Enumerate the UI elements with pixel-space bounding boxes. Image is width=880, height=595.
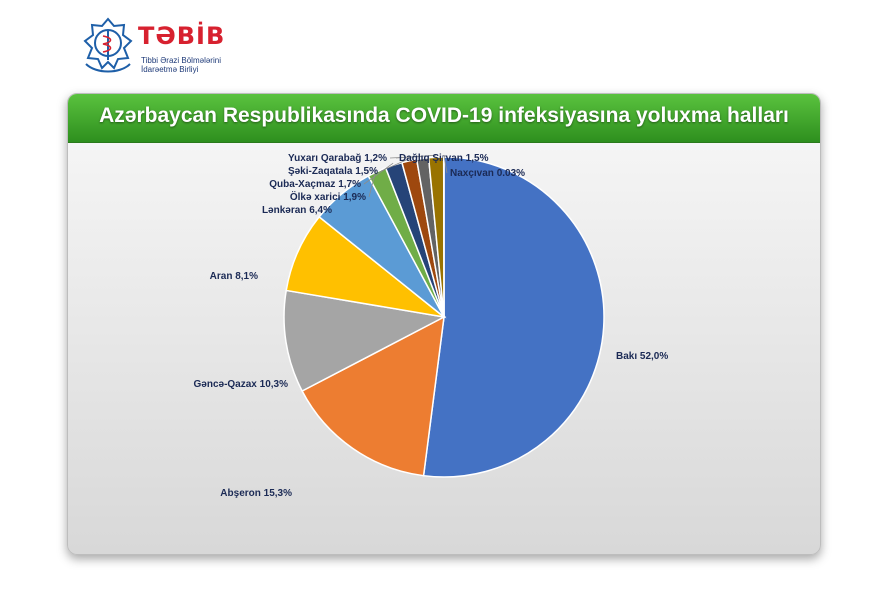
pie-slice-0: [422, 156, 605, 478]
chart-title: Azərbaycan Respublikasında COVID-19 infe…: [99, 104, 789, 127]
logo-wordmark: TƏBİB: [138, 22, 226, 50]
leader-line-7: [380, 158, 409, 172]
logo-subtitle-line2: İdarəetmə Birliyi: [141, 65, 199, 74]
leader-line-10: [443, 154, 448, 174]
slice-label-4: Lənkəran 6,4%: [262, 205, 332, 216]
slice-label-7: Şəki-Zaqatala 1,5%: [288, 166, 378, 177]
slice-label-5: Ölkə xarici 1,9%: [290, 190, 366, 203]
tebib-emblem-icon: [83, 17, 133, 73]
tebib-logo: TƏBİB Tibbi Ərazi Bölmələrini İdarəetmə …: [78, 14, 238, 84]
leader-line-6: [363, 162, 394, 185]
chart-header-bar: Azərbaycan Respublikasında COVID-19 infe…: [68, 94, 820, 143]
logo-subtitle-line1: Tibbi Ərazi Bölmələrini: [141, 56, 221, 65]
chart-card: Azərbaycan Respublikasında COVID-19 infe…: [67, 93, 821, 555]
slice-label-0: Bakı 52,0%: [616, 351, 668, 362]
slice-label-8: Yuxarı Qarabağ 1,2%: [288, 153, 387, 164]
slice-label-10: Naxçıvan 0.03%: [450, 168, 525, 179]
leader-line-9: [395, 154, 437, 159]
pie-chart: Bakı 52,0% Abşeron 15,3% Gəncə-Qazax 10,3%…: [194, 153, 669, 499]
slice-label-6: Quba-Xaçmaz 1,7%: [269, 179, 361, 190]
pie-slice-1: [301, 315, 445, 477]
pie-slice-2: [283, 289, 447, 393]
slice-label-3: Aran 8,1%: [210, 271, 258, 282]
slice-label-1: Abşeron 15,3%: [220, 488, 292, 499]
slice-label-2: Gəncə-Qazax 10,3%: [194, 379, 289, 390]
leader-line-5: [368, 169, 377, 198]
